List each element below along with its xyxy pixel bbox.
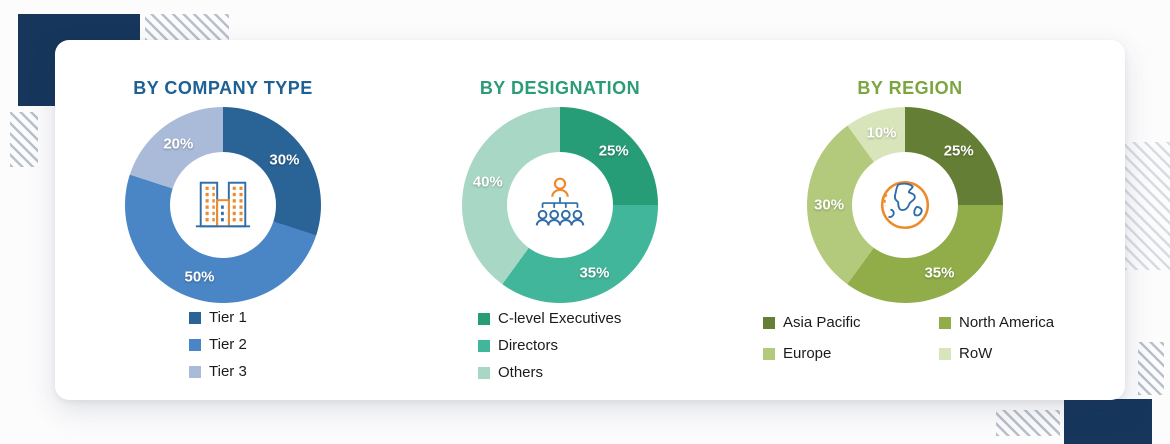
slice-label: 20% <box>163 135 194 153</box>
legend-item: Tier 3 <box>189 363 247 381</box>
designation-donut-chart: 25% 35% 40% <box>462 107 658 303</box>
company-type-title: BY COMPANY TYPE <box>133 78 313 98</box>
org-chart-icon <box>535 177 585 226</box>
legend-swatch <box>478 313 490 325</box>
slice-label: 25% <box>943 142 974 160</box>
slice-label: 30% <box>814 196 845 214</box>
legend-swatch <box>189 366 201 378</box>
slice-label: 25% <box>598 142 629 160</box>
buildings-icon <box>195 181 251 228</box>
legend-label: C-level Executives <box>498 310 622 327</box>
legend-item: C-level Executives <box>478 310 621 328</box>
region-legend: Asia Pacific North America Europe RoW <box>763 314 1054 363</box>
slice-label: 35% <box>579 264 610 282</box>
corner-hatch-top <box>145 14 229 41</box>
legend-label: Tier 3 <box>209 363 247 380</box>
legend-item: Tier 1 <box>189 309 247 327</box>
slice-label: 30% <box>269 151 300 169</box>
legend-label: North America <box>959 314 1055 331</box>
legend-item: Others <box>478 364 621 382</box>
legend-swatch <box>939 317 951 329</box>
company-type-legend: Tier 1 Tier 2 Tier 3 <box>189 309 247 381</box>
legend-swatch <box>939 348 951 360</box>
legend-label: Europe <box>783 345 832 362</box>
designation-title: BY DESIGNATION <box>479 78 641 98</box>
legend-label: Tier 2 <box>209 336 247 353</box>
slice-label: 50% <box>184 268 215 286</box>
legend-label: Asia Pacific <box>783 314 861 331</box>
legend-swatch <box>189 339 201 351</box>
corner-hatch-bottom <box>996 410 1060 436</box>
legend-item: Asia Pacific <box>763 314 939 332</box>
region-title: BY REGION <box>857 78 963 98</box>
slice-label: 35% <box>924 264 955 282</box>
legend-item: Directors <box>478 337 621 355</box>
legend-item: North America <box>939 314 1054 332</box>
donut-hole <box>852 152 958 258</box>
corner-navy-block-bottom-right <box>1064 399 1152 444</box>
legend-label: RoW <box>959 345 993 362</box>
legend-swatch <box>189 312 201 324</box>
donut-hole <box>507 152 613 258</box>
edge-hatch-right <box>1124 142 1170 270</box>
legend-item: Europe <box>763 345 939 363</box>
legend-swatch <box>478 367 490 379</box>
globe-icon <box>880 180 930 230</box>
region-donut-chart: 25% 35% 30% 10% <box>807 107 1003 303</box>
designation-legend: C-level Executives Directors Others <box>478 310 621 382</box>
legend-swatch <box>763 348 775 360</box>
donut-hole <box>170 152 276 258</box>
company-type-donut-chart: 30% 50% 20% <box>125 107 321 303</box>
legend-item: Tier 2 <box>189 336 247 354</box>
slice-label: 40% <box>472 173 503 191</box>
corner-hatch-left <box>10 112 38 167</box>
legend-label: Directors <box>498 337 559 354</box>
legend-swatch <box>763 317 775 329</box>
corner-hatch-right <box>1138 342 1164 395</box>
slice-label: 10% <box>866 124 897 142</box>
legend-swatch <box>478 340 490 352</box>
legend-label: Others <box>498 364 544 381</box>
legend-label: Tier 1 <box>209 309 247 326</box>
legend-item: RoW <box>939 345 1054 363</box>
